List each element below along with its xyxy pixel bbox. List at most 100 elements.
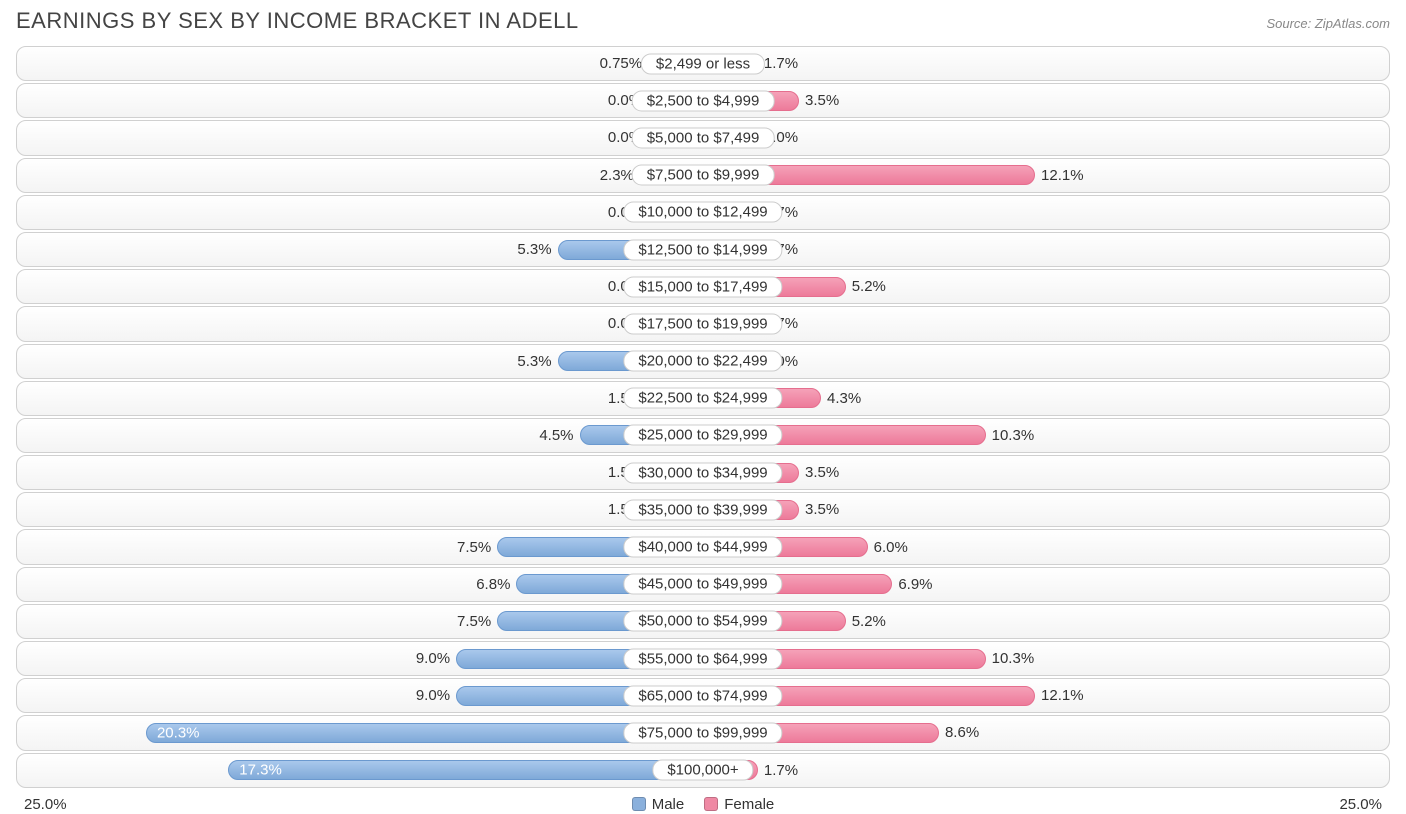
female-half: 0.0%: [703, 121, 1389, 154]
male-half: 0.0%: [17, 84, 703, 117]
category-label: $12,500 to $14,999: [623, 239, 782, 260]
female-pct-label: 10.3%: [986, 650, 1041, 667]
male-half: 1.5%: [17, 456, 703, 489]
female-pct-label: 10.3%: [986, 427, 1041, 444]
chart-footer: 25.0% Male Female 25.0%: [0, 790, 1406, 813]
female-pct-label: 5.2%: [846, 613, 892, 630]
female-half: 10.3%: [703, 419, 1389, 452]
male-half: 6.8%: [17, 568, 703, 601]
chart-row: 1.5% 4.3% $22,500 to $24,999: [16, 381, 1390, 416]
female-pct-label: 5.2%: [846, 278, 892, 295]
male-half: 4.5%: [17, 419, 703, 452]
legend-female-label: Female: [724, 796, 774, 813]
female-half: 12.1%: [703, 159, 1389, 192]
male-half: 5.3%: [17, 345, 703, 378]
chart-row: 1.5%3.5%$30,000 to $34,999: [16, 455, 1390, 490]
female-half: 4.3%: [703, 382, 1389, 415]
category-label: $5,000 to $7,499: [632, 127, 775, 148]
category-label: $2,499 or less: [641, 53, 765, 74]
female-pct-label: 3.5%: [799, 92, 845, 109]
chart-header: EARNINGS BY SEX BY INCOME BRACKET IN ADE…: [0, 0, 1406, 46]
category-label: $40,000 to $44,999: [623, 537, 782, 558]
male-pct-label: 9.0%: [410, 687, 456, 704]
male-swatch: [632, 797, 646, 811]
female-half: 3.5%: [703, 84, 1389, 117]
category-label: $22,500 to $24,999: [623, 388, 782, 409]
category-label: $17,500 to $19,999: [623, 313, 782, 334]
male-half: 1.5%: [17, 493, 703, 526]
category-label: $75,000 to $99,999: [623, 722, 782, 743]
male-pct-label: 4.5%: [533, 427, 579, 444]
female-pct-label: 12.1%: [1035, 167, 1090, 184]
female-pct-label: 12.1%: [1035, 687, 1090, 704]
category-label: $25,000 to $29,999: [623, 425, 782, 446]
chart-row: 9.0% 12.1% $65,000 to $74,999: [16, 678, 1390, 713]
category-label: $10,000 to $12,499: [623, 202, 782, 223]
female-pct-label: 3.5%: [799, 501, 845, 518]
male-half: 0.0%: [17, 196, 703, 229]
female-half: 6.9%: [703, 568, 1389, 601]
chart-row: 0.75%1.7%$2,499 or less: [16, 46, 1390, 81]
female-half: 1.7%: [703, 233, 1389, 266]
male-half: 5.3%: [17, 233, 703, 266]
male-pct-label: 6.8%: [470, 576, 516, 593]
male-half: 2.3%: [17, 159, 703, 192]
male-pct-label: 17.3%: [229, 762, 292, 779]
category-label: $2,500 to $4,999: [632, 90, 775, 111]
chart-row: 0.0%0.0%$5,000 to $7,499: [16, 120, 1390, 155]
chart-row: 17.3% 1.7% $100,000+: [16, 753, 1390, 788]
chart-source: Source: ZipAtlas.com: [1266, 16, 1390, 31]
male-half: 9.0%: [17, 679, 703, 712]
category-label: $45,000 to $49,999: [623, 574, 782, 595]
chart-row: 7.5% 5.2% $50,000 to $54,999: [16, 604, 1390, 639]
male-pct-label: 7.5%: [451, 539, 497, 556]
chart-row: 6.8% 6.9% $45,000 to $49,999: [16, 567, 1390, 602]
axis-max-right: 25.0%: [1339, 796, 1382, 813]
legend-male-label: Male: [652, 796, 685, 813]
chart-row: 9.0% 10.3% $55,000 to $64,999: [16, 641, 1390, 676]
category-label: $20,000 to $22,499: [623, 351, 782, 372]
chart-row: 5.3% 1.7%$12,500 to $14,999: [16, 232, 1390, 267]
male-half: 0.0%: [17, 270, 703, 303]
chart-row: 7.5% 6.0% $40,000 to $44,999: [16, 529, 1390, 564]
male-pct-label: 5.3%: [511, 241, 557, 258]
male-bar: 17.3%: [228, 760, 703, 780]
male-half: 9.0%: [17, 642, 703, 675]
chart-row: 0.0%1.7%$10,000 to $12,499: [16, 195, 1390, 230]
category-label: $35,000 to $39,999: [623, 499, 782, 520]
chart-body: 0.75%1.7%$2,499 or less0.0%3.5%$2,500 to…: [0, 46, 1406, 788]
category-label: $50,000 to $54,999: [623, 611, 782, 632]
male-half: 0.0%: [17, 307, 703, 340]
chart-row: 1.5% 3.5% $35,000 to $39,999: [16, 492, 1390, 527]
female-pct-label: 6.0%: [868, 539, 914, 556]
category-label: $15,000 to $17,499: [623, 276, 782, 297]
female-half: 5.2%: [703, 605, 1389, 638]
chart-row: 0.0%1.7%$17,500 to $19,999: [16, 306, 1390, 341]
female-half: 1.7%: [703, 754, 1389, 787]
female-half: 3.5%: [703, 493, 1389, 526]
category-label: $55,000 to $64,999: [623, 648, 782, 669]
category-label: $7,500 to $9,999: [632, 165, 775, 186]
legend-female: Female: [704, 796, 774, 813]
male-pct-label: 7.5%: [451, 613, 497, 630]
female-swatch: [704, 797, 718, 811]
axis-max-left: 25.0%: [24, 796, 67, 813]
chart-row: 4.5% 10.3% $25,000 to $29,999: [16, 418, 1390, 453]
male-half: 7.5%: [17, 530, 703, 563]
chart-title: EARNINGS BY SEX BY INCOME BRACKET IN ADE…: [16, 8, 579, 34]
male-half: 0.75%: [17, 47, 703, 80]
female-half: 8.6%: [703, 716, 1389, 749]
category-label: $100,000+: [652, 760, 753, 781]
female-half: 0.0%: [703, 345, 1389, 378]
chart-row: 0.0% 3.5% $2,500 to $4,999: [16, 83, 1390, 118]
female-half: 5.2%: [703, 270, 1389, 303]
male-pct-label: 5.3%: [511, 353, 557, 370]
category-label: $65,000 to $74,999: [623, 685, 782, 706]
male-pct-label: 20.3%: [147, 724, 210, 741]
male-half: 1.5%: [17, 382, 703, 415]
female-pct-label: 6.9%: [892, 576, 938, 593]
female-pct-label: 4.3%: [821, 390, 867, 407]
male-bar: 20.3%: [146, 723, 703, 743]
category-label: $30,000 to $34,999: [623, 462, 782, 483]
female-pct-label: 1.7%: [758, 762, 804, 779]
